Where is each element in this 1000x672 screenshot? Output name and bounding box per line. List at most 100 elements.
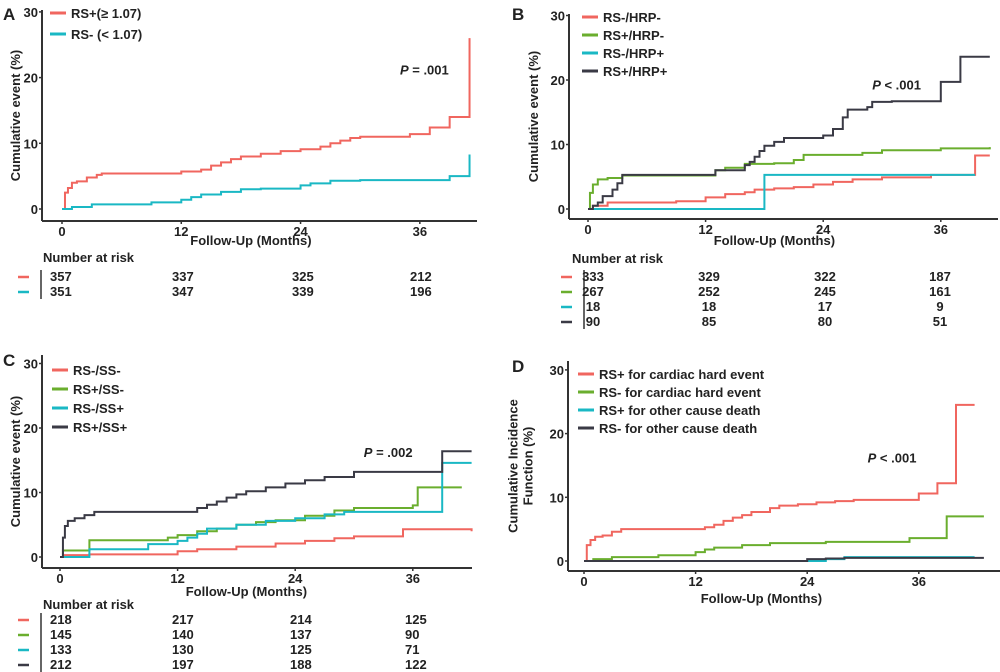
risk-cell: 145 — [50, 627, 72, 642]
x-axis-title: Follow-Up (Months) — [701, 591, 822, 606]
legend-label: RS- (< 1.07) — [71, 27, 142, 42]
panel-c: C 0 10 20 30 0 12 24 36 Follow-Up (Months) Cumulat… — [3, 351, 473, 672]
x-tick-label: 0 — [580, 574, 587, 589]
series-line-1 — [588, 154, 990, 210]
p-value-annotation: P < .001 — [872, 78, 921, 93]
x-tick-label: 36 — [413, 224, 427, 239]
risk-cell: 51 — [933, 314, 947, 329]
y-tick-label: 10 — [24, 136, 38, 151]
legend-label: RS- for other cause death — [599, 421, 757, 436]
risk-cell: 197 — [172, 657, 194, 672]
x-tick-label: 0 — [56, 571, 63, 586]
x-axis-title: Follow-Up (Months) — [186, 584, 307, 599]
series-line-1 — [62, 38, 471, 210]
x-tick-label: 36 — [912, 574, 926, 589]
risk-cell: 322 — [814, 269, 836, 284]
p-value-text: = .001 — [409, 62, 449, 77]
x-axis-title: Follow-Up (Months) — [190, 233, 311, 248]
risk-cell: 187 — [929, 269, 951, 284]
x-tick-label: 24 — [293, 224, 308, 239]
y-tick-label: 0 — [558, 202, 565, 217]
p-symbol: P — [400, 62, 409, 77]
risk-cell: 196 — [410, 284, 432, 299]
risk-table-title: Number at risk — [43, 250, 135, 265]
p-symbol: P — [868, 450, 877, 465]
x-axis-title: Follow-Up (Months) — [714, 233, 835, 248]
p-value-text: < .001 — [881, 78, 921, 93]
y-tick-label: 10 — [551, 138, 565, 153]
legend-label: RS-/HRP+ — [603, 46, 664, 61]
p-symbol: P — [872, 78, 881, 93]
series-line-2 — [62, 154, 471, 210]
y-tick-label: 30 — [24, 357, 38, 372]
y-tick-label: 20 — [24, 421, 38, 436]
risk-cell: 17 — [818, 299, 832, 314]
y-tick-label: 30 — [550, 363, 564, 378]
risk-cell: 140 — [172, 627, 194, 642]
risk-cell: 329 — [698, 269, 720, 284]
series-line-3 — [588, 173, 976, 210]
risk-cell: 85 — [702, 314, 716, 329]
y-tick-label: 10 — [24, 486, 38, 501]
y-tick-label: 20 — [551, 73, 565, 88]
risk-cell: 18 — [702, 299, 716, 314]
risk-cell: 188 — [290, 657, 312, 672]
risk-cell: 212 — [410, 269, 432, 284]
y-tick-label: 20 — [24, 71, 38, 86]
y-tick-label: 30 — [24, 5, 38, 20]
risk-cell: 161 — [929, 284, 951, 299]
legend-label: RS-/HRP- — [603, 10, 661, 25]
legend-label: RS- for cardiac hard event — [599, 385, 761, 400]
series-line-4 — [588, 55, 990, 210]
series-line-3 — [60, 461, 472, 558]
panel-letter: B — [512, 5, 524, 24]
x-tick-label: 12 — [170, 571, 184, 586]
p-value-annotation: P < .001 — [868, 450, 917, 465]
x-tick-label: 0 — [58, 224, 65, 239]
risk-cell: 218 — [50, 612, 72, 627]
legend-label: RS+/SS- — [73, 382, 124, 397]
risk-cell: 125 — [290, 642, 312, 657]
y-tick-label: 10 — [550, 490, 564, 505]
risk-cell: 125 — [405, 612, 427, 627]
risk-cell: 245 — [814, 284, 836, 299]
series-line-4 — [584, 556, 984, 562]
legend-label: RS-/SS- — [73, 363, 121, 378]
risk-cell: 80 — [818, 314, 832, 329]
panel-letter: C — [3, 351, 15, 370]
risk-cell: 337 — [172, 269, 194, 284]
legend-label: RS+(≥ 1.07) — [71, 6, 141, 21]
x-tick-label: 24 — [800, 574, 815, 589]
x-tick-label: 12 — [698, 222, 712, 237]
legend-label: RS+/SS+ — [73, 420, 128, 435]
risk-cell: 133 — [50, 642, 72, 657]
risk-cell: 71 — [405, 642, 419, 657]
risk-cell: 339 — [292, 284, 314, 299]
y-axis-title: Cumulative event (%) — [8, 396, 23, 527]
y-tick-label: 20 — [550, 427, 564, 442]
risk-cell: 351 — [50, 284, 72, 299]
panel-letter: A — [3, 5, 15, 24]
x-tick-label: 0 — [584, 222, 591, 237]
series-line-4 — [60, 450, 472, 558]
x-tick-label: 24 — [288, 571, 303, 586]
p-value-annotation: P = .001 — [400, 62, 449, 77]
legend-label: RS-/SS+ — [73, 401, 124, 416]
risk-cell: 267 — [582, 284, 604, 299]
series-line-2 — [584, 515, 984, 562]
y-tick-label: 30 — [551, 9, 565, 24]
risk-cell: 9 — [936, 299, 943, 314]
risk-cell: 252 — [698, 284, 720, 299]
risk-cell: 90 — [405, 627, 419, 642]
y-tick-label: 0 — [557, 554, 564, 569]
risk-cell: 347 — [172, 284, 194, 299]
p-value-text: = .002 — [372, 445, 412, 460]
risk-cell: 130 — [172, 642, 194, 657]
x-tick-label: 12 — [174, 224, 188, 239]
risk-cell: 212 — [50, 657, 72, 672]
risk-cell: 325 — [292, 269, 314, 284]
p-symbol: P — [364, 445, 373, 460]
risk-cell: 217 — [172, 612, 194, 627]
y-axis-title: Function (%) — [521, 427, 536, 506]
